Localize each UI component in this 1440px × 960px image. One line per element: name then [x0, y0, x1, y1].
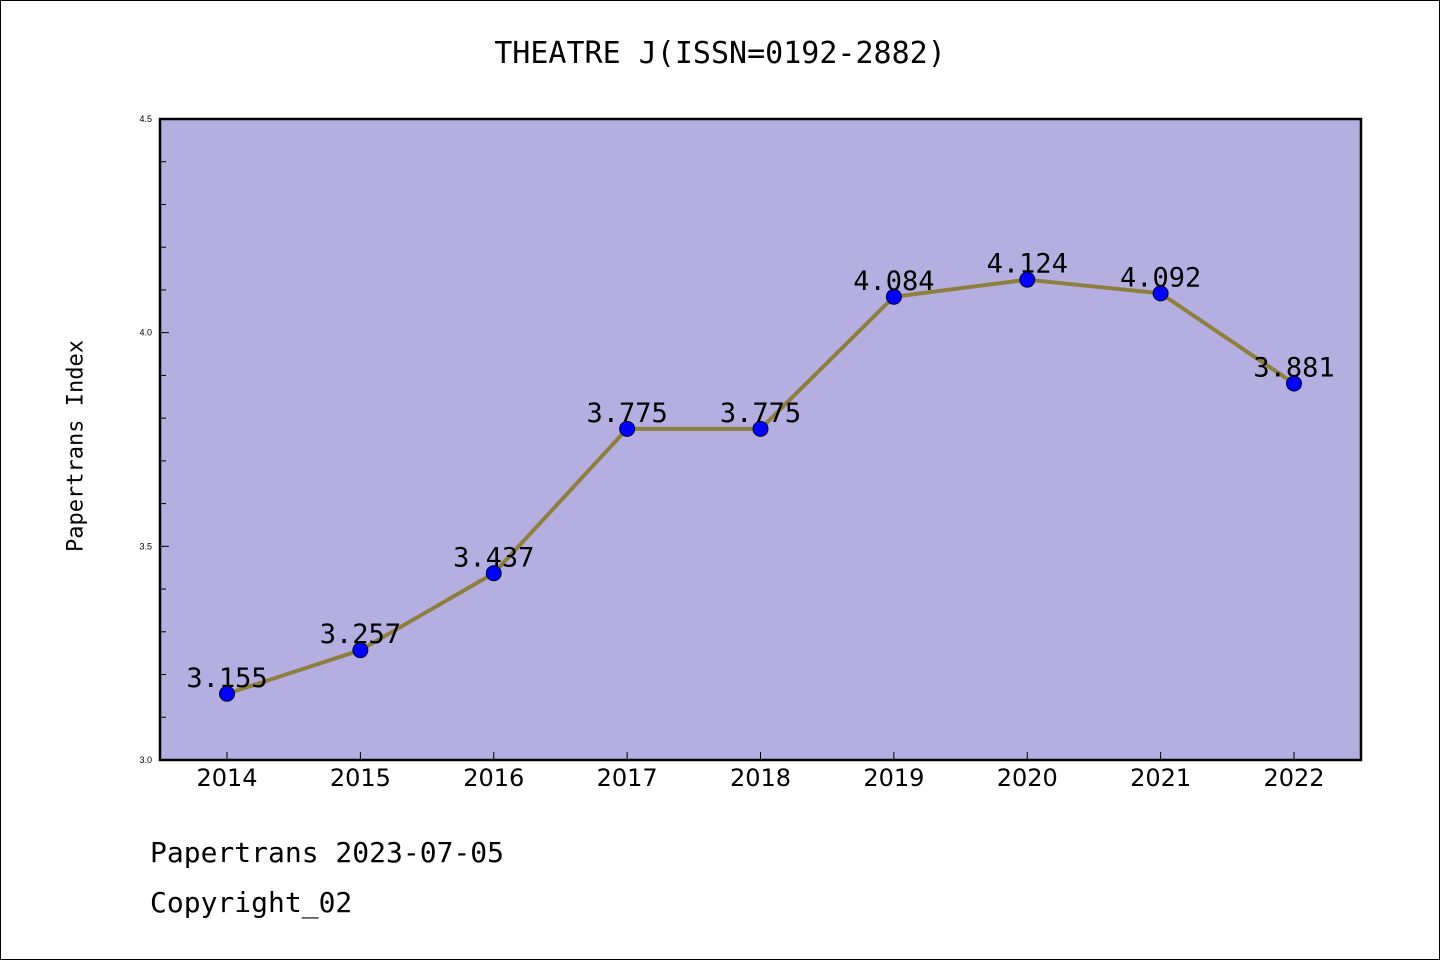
y-tick-label: 4.5 [139, 114, 152, 124]
footer-date: Papertrans 2023-07-05 [150, 836, 505, 869]
data-label: 4.124 [987, 249, 1068, 280]
data-label: 4.084 [853, 266, 934, 297]
plot-area [160, 119, 1361, 760]
footer-copyright: Copyright_02 [150, 886, 353, 919]
x-tick-label: 2022 [1263, 764, 1324, 792]
x-tick-label: 2018 [730, 764, 791, 792]
x-tick-label: 2019 [863, 764, 924, 792]
x-tick-label: 2014 [196, 764, 257, 792]
x-tick-label: 2021 [1130, 764, 1191, 792]
data-label: 3.775 [720, 398, 801, 429]
y-tick-label: 4.0 [139, 328, 152, 338]
data-label: 3.257 [320, 619, 401, 650]
y-tick-label: 3.0 [139, 755, 152, 765]
data-point [1286, 375, 1302, 392]
data-point [619, 420, 636, 437]
data-point [485, 565, 502, 582]
y-tick-label: 3.5 [139, 541, 152, 551]
plot-border [158, 117, 1363, 762]
data-point [219, 685, 235, 702]
x-tick-label: 2016 [463, 764, 524, 792]
data-point [1152, 285, 1169, 302]
x-tick-label: 2017 [597, 764, 658, 792]
data-label: 4.092 [1120, 262, 1201, 293]
data-label: 3.881 [1253, 353, 1334, 384]
x-tick-label: 2020 [997, 764, 1058, 792]
data-label: 3.775 [586, 398, 667, 429]
data-point [885, 288, 902, 305]
data-label: 3.155 [186, 663, 267, 694]
data-point [1019, 271, 1036, 288]
x-tick-label: 2015 [330, 764, 391, 792]
data-point [752, 420, 769, 437]
data-label: 3.437 [453, 542, 534, 573]
data-point [352, 642, 369, 659]
chart-title: THEATRE J(ISSN=0192-2882) [494, 36, 946, 71]
